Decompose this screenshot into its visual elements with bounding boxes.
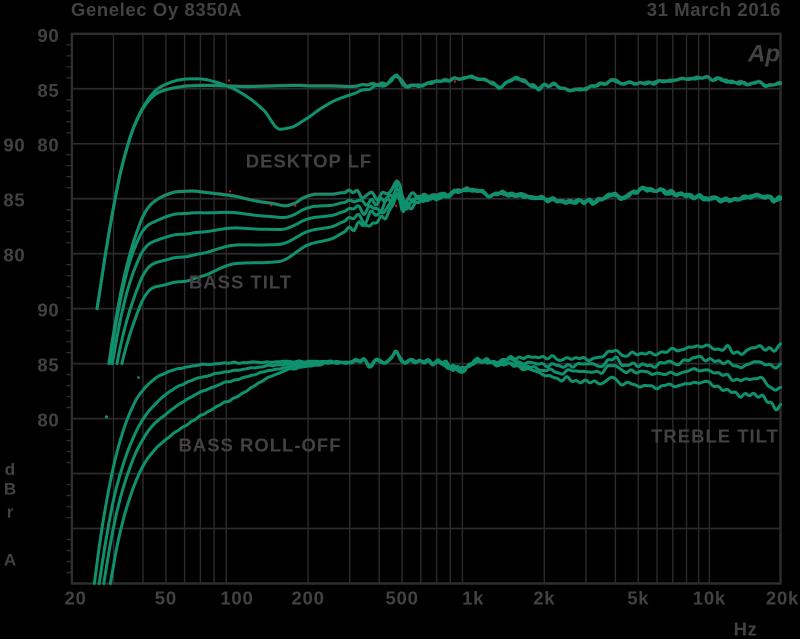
svg-text:1k: 1k: [462, 588, 484, 609]
svg-text:r: r: [7, 503, 14, 522]
svg-text:85: 85: [37, 355, 59, 376]
svg-text:2k: 2k: [533, 588, 555, 609]
svg-text:80: 80: [37, 135, 59, 156]
svg-text:90: 90: [37, 25, 59, 46]
svg-text:85: 85: [3, 190, 25, 211]
svg-text:90: 90: [37, 300, 59, 321]
svg-text:20k: 20k: [766, 588, 799, 609]
svg-text:10k: 10k: [693, 588, 726, 609]
svg-text:20: 20: [65, 588, 87, 609]
svg-text:B: B: [4, 480, 16, 499]
svg-text:85: 85: [37, 80, 59, 101]
svg-text:BASS TILT: BASS TILT: [189, 272, 292, 293]
svg-text:5k: 5k: [627, 588, 649, 609]
svg-text:80: 80: [37, 410, 59, 431]
svg-text:Hz: Hz: [734, 619, 758, 639]
svg-text:100: 100: [220, 588, 253, 609]
svg-text:200: 200: [291, 588, 324, 609]
svg-text:d: d: [5, 460, 15, 479]
svg-text:Ap: Ap: [747, 41, 780, 68]
svg-text:Genelec Oy 8350A: Genelec Oy 8350A: [71, 0, 242, 20]
svg-text:BASS ROLL-OFF: BASS ROLL-OFF: [178, 435, 341, 456]
svg-text:TREBLE TILT: TREBLE TILT: [651, 426, 779, 447]
svg-text:50: 50: [155, 588, 177, 609]
svg-text:90: 90: [3, 135, 25, 156]
svg-text:500: 500: [385, 588, 418, 609]
svg-text:31 March 2016: 31 March 2016: [647, 0, 781, 20]
svg-text:A: A: [4, 551, 16, 570]
svg-text:80: 80: [3, 245, 25, 266]
svg-text:DESKTOP LF: DESKTOP LF: [246, 151, 373, 172]
